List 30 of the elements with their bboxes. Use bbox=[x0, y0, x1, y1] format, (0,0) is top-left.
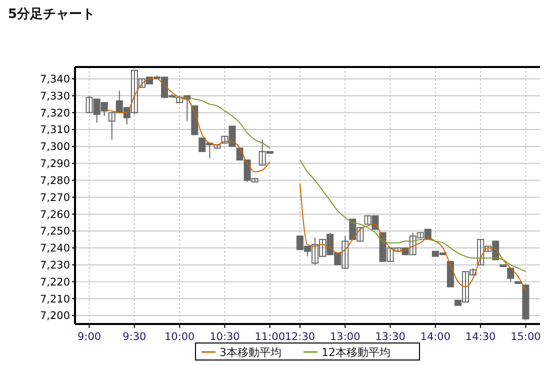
y-tick-label: 7,300 bbox=[40, 141, 70, 154]
y-tick-label: 7,250 bbox=[40, 226, 70, 238]
x-tick-label: 9:30 bbox=[122, 331, 146, 343]
x-tick-label: 12:30 bbox=[284, 331, 316, 343]
x-tick-label: 15:00 bbox=[510, 331, 541, 343]
x-tick-label: 9:00 bbox=[78, 331, 102, 343]
y-tick-label: 7,310 bbox=[40, 124, 70, 136]
y-tick-label: 7,320 bbox=[40, 107, 70, 120]
y-tick-label: 7,270 bbox=[40, 192, 70, 204]
x-tick-label: 10:30 bbox=[210, 331, 240, 343]
x-tick-label: 11:00 bbox=[254, 331, 286, 343]
x-tick-label: 14:00 bbox=[420, 331, 451, 343]
x-tick-label: 10:00 bbox=[164, 331, 195, 343]
legend-label: 3本移動平均 bbox=[220, 346, 282, 359]
legend-label: 12本移動平均 bbox=[322, 346, 390, 359]
y-tick-label: 7,230 bbox=[40, 259, 70, 272]
y-tick-label: 7,220 bbox=[40, 276, 70, 288]
candlestick bbox=[507, 268, 514, 282]
chart-title: 5分足チャート bbox=[8, 7, 96, 22]
y-tick-label: 7,200 bbox=[40, 310, 70, 322]
y-tick-label: 7,260 bbox=[40, 208, 70, 221]
y-tick-label: 7,280 bbox=[40, 174, 70, 187]
x-tick-label: 13:30 bbox=[375, 331, 406, 343]
y-tick-label: 7,340 bbox=[40, 74, 70, 86]
y-tick-label: 7,290 bbox=[40, 158, 70, 170]
y-tick-label: 7,240 bbox=[40, 242, 70, 255]
y-tick-label: 7,210 bbox=[40, 293, 70, 306]
x-tick-label: 14:30 bbox=[465, 331, 496, 343]
y-tick-label: 7,330 bbox=[40, 90, 70, 102]
x-tick-label: 13:00 bbox=[330, 331, 360, 343]
